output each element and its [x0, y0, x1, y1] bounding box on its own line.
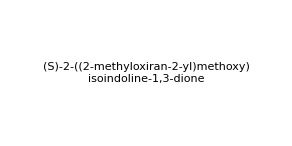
Text: (S)-2-((2-methyloxiran-2-yl)methoxy)
isoindoline-1,3-dione: (S)-2-((2-methyloxiran-2-yl)methoxy) iso… — [43, 62, 249, 84]
